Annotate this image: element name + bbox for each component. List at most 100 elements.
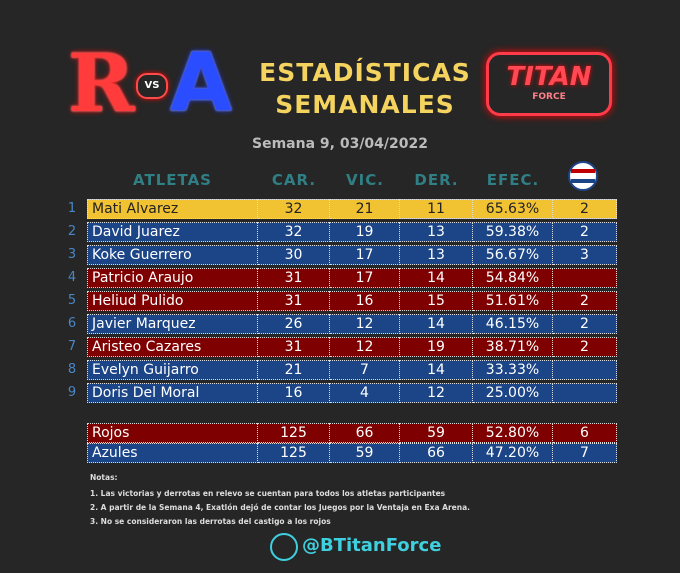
row-fill <box>87 337 617 357</box>
rank: 8 <box>67 362 77 377</box>
cell-name: Doris Del Moral <box>87 383 258 403</box>
logo-vs: VS <box>136 73 168 99</box>
column-header: EFEC. <box>486 171 540 189</box>
cell-efec: 38.71% <box>473 337 553 357</box>
cell-car: 31 <box>258 268 330 288</box>
cell-vic: 12 <box>330 314 400 334</box>
row-fill <box>87 360 617 380</box>
cell-der: 13 <box>400 245 473 265</box>
row-fill <box>87 245 617 265</box>
rank: 7 <box>67 339 77 354</box>
cell-vic: 4 <box>330 383 400 403</box>
cell-car: 125 <box>258 423 330 443</box>
notes-title: Notas: <box>90 473 118 482</box>
cell-vic: 12 <box>330 337 400 357</box>
rank: 9 <box>67 385 77 400</box>
cell-pts: 2 <box>553 291 617 311</box>
row-fill <box>87 291 617 311</box>
cell-efec: 65.63% <box>473 199 553 219</box>
rank: 1 <box>67 201 77 216</box>
cell-efec: 33.33% <box>473 360 553 380</box>
row-fill <box>87 268 617 288</box>
cell-vic: 21 <box>330 199 400 219</box>
cell-car: 32 <box>258 222 330 242</box>
cell-vic: 17 <box>330 268 400 288</box>
cell-pts <box>553 383 617 403</box>
title-line1: ESTADÍSTICAS <box>259 58 471 87</box>
row-fill <box>87 314 617 334</box>
subtitle: Semana 9, 03/04/2022 <box>252 136 428 152</box>
cell-pts: 6 <box>553 423 617 443</box>
cell-efec: 56.67% <box>473 245 553 265</box>
column-header: ATLETAS <box>133 171 212 189</box>
cell-efec: 51.61% <box>473 291 553 311</box>
cell-vic: 19 <box>330 222 400 242</box>
logo-a: A <box>170 36 232 129</box>
cell-pts: 2 <box>553 199 617 219</box>
cell-pts: 7 <box>553 443 617 463</box>
cell-der: 11 <box>400 199 473 219</box>
cell-car: 21 <box>258 360 330 380</box>
cell-pts: 2 <box>553 337 617 357</box>
cell-efec: 59.38% <box>473 222 553 242</box>
cell-der: 19 <box>400 337 473 357</box>
cell-der: 12 <box>400 383 473 403</box>
row-fill <box>87 199 617 219</box>
cell-der: 13 <box>400 222 473 242</box>
note-item: 3. No se consideraron las derrotas del c… <box>90 517 331 526</box>
cell-vic: 7 <box>330 360 400 380</box>
cell-car: 26 <box>258 314 330 334</box>
cell-car: 32 <box>258 199 330 219</box>
cell-efec: 52.80% <box>473 423 553 443</box>
row-fill <box>87 423 617 443</box>
note-item: 2. A partir de la Semana 4, Exatlón dejó… <box>90 503 470 512</box>
cell-name: Azules <box>87 443 258 463</box>
rank: 6 <box>67 316 77 331</box>
cell-der: 59 <box>400 423 473 443</box>
cell-der: 66 <box>400 443 473 463</box>
cell-name: David Juarez <box>87 222 258 242</box>
row-fill <box>87 222 617 242</box>
cell-pts <box>553 360 617 380</box>
cell-car: 125 <box>258 443 330 463</box>
cell-name: Javier Marquez <box>87 314 258 334</box>
row-fill <box>87 383 617 403</box>
cell-name: Mati Alvarez <box>87 199 258 219</box>
logo-force: FORCE <box>532 92 566 102</box>
note-item: 1. Las victorias y derrotas en relevo se… <box>90 489 446 498</box>
cell-efec: 47.20% <box>473 443 553 463</box>
team-icon <box>568 161 598 191</box>
cell-vic: 16 <box>330 291 400 311</box>
title-line2: SEMANALES <box>275 90 455 119</box>
cell-pts: 2 <box>553 222 617 242</box>
cell-name: Koke Guerrero <box>87 245 258 265</box>
cell-der: 14 <box>400 360 473 380</box>
cell-vic: 59 <box>330 443 400 463</box>
cell-name: Evelyn Guijarro <box>87 360 258 380</box>
row-fill <box>87 443 617 463</box>
cell-name: Patricio Araujo <box>87 268 258 288</box>
cell-car: 31 <box>258 291 330 311</box>
rank: 5 <box>67 293 77 308</box>
cell-pts: 2 <box>553 314 617 334</box>
rank: 2 <box>67 224 77 239</box>
cell-pts: 3 <box>553 245 617 265</box>
column-header: VIC. <box>346 171 384 189</box>
cell-name: Aristeo Cazares <box>87 337 258 357</box>
cell-efec: 46.15% <box>473 314 553 334</box>
cell-car: 16 <box>258 383 330 403</box>
column-header: CAR. <box>271 171 317 189</box>
cell-vic: 17 <box>330 245 400 265</box>
logo-titan: TITAN <box>506 62 592 92</box>
cell-pts <box>553 268 617 288</box>
footer-handle: @BTitanForce <box>302 535 442 556</box>
rank: 3 <box>67 247 77 262</box>
cell-vic: 66 <box>330 423 400 443</box>
cell-car: 31 <box>258 337 330 357</box>
cell-car: 30 <box>258 245 330 265</box>
rank: 4 <box>67 270 77 285</box>
logo-frame <box>486 52 612 116</box>
cell-der: 14 <box>400 268 473 288</box>
column-header: DER. <box>414 171 459 189</box>
